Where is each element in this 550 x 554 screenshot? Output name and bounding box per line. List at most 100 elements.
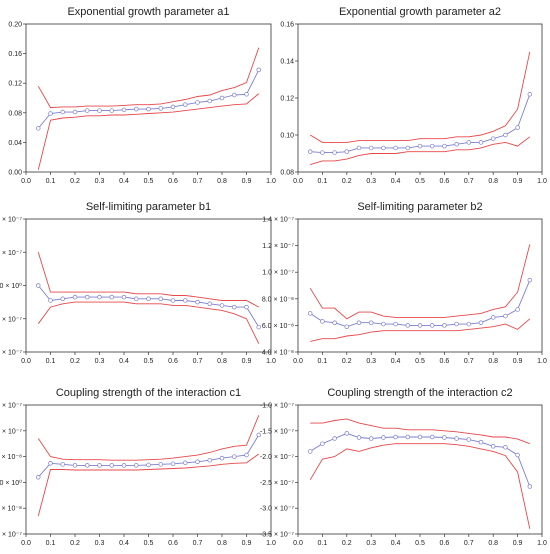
estimate-point — [35, 126, 41, 131]
y-tick-label: -3.5 × 10⁻⁷ — [260, 532, 295, 539]
y-tick-label: -2.0 × 10⁻⁷ — [260, 454, 295, 461]
estimate-point — [454, 436, 459, 441]
estimate-point — [121, 107, 127, 113]
y-tick-label: -1.0 × 10⁻⁷ — [260, 403, 295, 410]
estimate-line — [309, 280, 531, 328]
estimate-point — [84, 108, 90, 113]
x-tick-label: 0.5 — [415, 358, 425, 365]
chart-title: Self-limiting parameter b1 — [86, 201, 211, 213]
estimate-point — [503, 313, 508, 319]
plot-frame — [297, 404, 543, 535]
estimate-point — [332, 320, 337, 325]
y-tick-label: 1.5 × 10⁻⁷ — [0, 403, 22, 410]
x-tick-label: 1.0 — [266, 358, 276, 365]
x-tick-label: 0.3 — [366, 358, 376, 365]
estimate-point — [320, 319, 325, 324]
estimate-point — [417, 143, 423, 149]
x-tick-label: 0.9 — [242, 358, 252, 365]
estimate-point — [307, 149, 313, 154]
estimate-point — [454, 142, 459, 147]
estimate-point — [170, 104, 176, 110]
estimate-point — [442, 143, 447, 149]
chart-title: Exponential growth parameter a2 — [339, 6, 501, 18]
x-tick-label: 0.9 — [513, 358, 523, 365]
y-tick-label: 0.00 — [8, 170, 22, 177]
x-tick-label: 0.2 — [70, 358, 80, 365]
y-tick-label: 1.0 × 10⁻⁷ — [262, 270, 294, 277]
chart-panel-3: Self-limiting parameter b1 0.0 0.1 0.2 0.3 0.… — [0, 201, 276, 365]
x-tick-label: 1.0 — [537, 178, 547, 185]
estimate-point — [478, 439, 484, 445]
x-tick-label: 0.2 — [342, 540, 352, 547]
estimate-point — [48, 298, 53, 303]
y-tick-label: 4.0 × 10⁻⁷ — [0, 217, 22, 224]
upper-line — [310, 418, 530, 445]
chart-panel-2: Exponential growth parameter a2 0.0 0.1 0.2… — [280, 6, 547, 185]
estimate-point — [381, 321, 386, 327]
y-tick-label: -1.5 × 10⁻⁷ — [260, 428, 295, 435]
y-tick-label: 0.20 — [8, 22, 22, 29]
y-tick-label: 0.10 — [280, 133, 294, 140]
x-tick-label: 0.8 — [217, 178, 227, 185]
estimate-point — [183, 298, 188, 303]
estimate-point — [442, 435, 447, 440]
x-tick-label: 0.0 — [21, 178, 31, 185]
x-tick-label: 0.9 — [242, 178, 252, 185]
chart-panel-6: Coupling strength of the interaction c2 0… — [260, 387, 547, 547]
lower-line — [310, 318, 531, 342]
x-tick-label: 0.7 — [464, 540, 474, 547]
y-tick-label: 0.0 × 10⁰ — [0, 282, 22, 290]
estimate-point — [332, 436, 337, 441]
lower-line — [37, 93, 260, 170]
estimate-point — [232, 454, 237, 459]
upper-line — [309, 51, 531, 143]
estimate-point — [344, 431, 350, 436]
y-tick-label: 0.04 — [8, 140, 22, 147]
y-tick-label: 0.12 — [280, 96, 294, 103]
estimate-point — [207, 457, 213, 463]
x-tick-label: 0.1 — [318, 178, 328, 185]
x-tick-label: 0.8 — [217, 358, 227, 365]
estimate-point — [84, 463, 90, 468]
estimate-point — [356, 435, 362, 440]
estimate-point — [307, 311, 313, 316]
x-tick-label: 0.3 — [366, 540, 376, 547]
y-tick-label: -1.0 × 10⁻⁷ — [0, 532, 22, 539]
estimate-point — [503, 132, 508, 138]
y-tick-label: 0.08 — [280, 170, 294, 177]
estimate-point — [97, 108, 102, 113]
x-tick-label: 0.7 — [193, 540, 203, 547]
estimate-point — [158, 462, 164, 467]
estimate-point — [72, 463, 78, 468]
estimate-point — [134, 463, 139, 468]
x-tick-label: 0.8 — [488, 540, 498, 547]
estimate-point — [405, 434, 411, 440]
estimate-point — [356, 145, 362, 151]
x-tick-label: 0.8 — [488, 358, 498, 365]
estimate-point — [219, 95, 225, 101]
x-tick-label: 0.5 — [415, 540, 425, 547]
estimate-point — [244, 92, 249, 97]
estimate-point — [97, 463, 102, 468]
y-tick-label: 1.4 × 10⁻⁷ — [262, 217, 294, 224]
estimate-point — [60, 109, 65, 115]
chart-title: Self-limiting parameter b2 — [357, 201, 482, 213]
estimate-point — [244, 304, 249, 310]
chart-title: Coupling strength of the interaction c2 — [327, 387, 512, 399]
upper-line — [37, 47, 260, 109]
y-tick-label: -5.0 × 10⁻⁸ — [0, 506, 22, 513]
x-tick-label: 0.4 — [119, 540, 129, 547]
y-tick-label: 5.0 × 10⁻⁸ — [0, 454, 22, 461]
estimate-point — [393, 145, 398, 151]
estimate-point — [158, 296, 164, 302]
estimate-point — [109, 108, 114, 113]
estimate-point — [344, 324, 350, 329]
x-tick-label: 0.4 — [119, 178, 129, 185]
estimate-point — [256, 67, 262, 73]
estimate-line — [37, 434, 260, 478]
x-tick-label: 0.1 — [46, 540, 56, 547]
x-tick-label: 0.0 — [293, 178, 303, 185]
y-tick-label: 0.14 — [280, 59, 294, 66]
estimate-point — [207, 301, 213, 307]
plot-frame — [25, 218, 272, 353]
